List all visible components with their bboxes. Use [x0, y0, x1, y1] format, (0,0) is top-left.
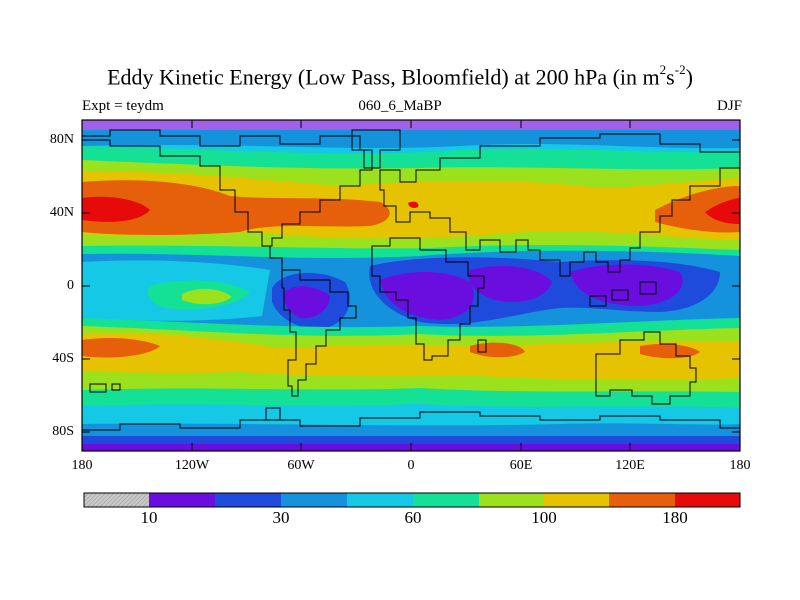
south-orange-west	[82, 338, 160, 358]
filled-contours	[82, 120, 740, 451]
lat-label-80s: 80S	[52, 424, 74, 439]
east-jet-core	[705, 198, 740, 224]
colorbar-missing-hatch	[84, 493, 149, 507]
colorbar-swatch-4	[347, 493, 413, 507]
atlantic-core	[408, 201, 419, 208]
chart-title: Eddy Kinetic Energy (Low Pass, Bloomfiel…	[107, 62, 693, 90]
coast-greenland	[351, 129, 401, 169]
south-jet-yellow	[82, 333, 740, 381]
colorbar-swatch-9	[675, 493, 740, 507]
antarctic-midblue	[82, 423, 740, 440]
pacific-jet-orange	[82, 180, 390, 235]
colorbar-swatch-8	[609, 493, 675, 507]
coast-central-america	[262, 245, 283, 270]
colorbar-swatch-7	[544, 493, 609, 507]
run-label: 060_6_MaBP	[358, 98, 442, 114]
colorbar-swatch-2	[215, 493, 281, 507]
coast-africa	[371, 237, 485, 361]
lat-label-80n: 80N	[49, 132, 74, 147]
coast-north-america	[82, 129, 373, 247]
coast-australia	[595, 331, 697, 405]
pacific-yellow-patch	[182, 288, 232, 305]
pacific-jet-core	[82, 196, 150, 222]
lon-label-60w: 60W	[287, 458, 315, 473]
east-jet-orange	[655, 186, 740, 233]
lon-label-120e: 120E	[615, 458, 645, 473]
lon-label-0: 0	[407, 458, 415, 473]
africa-purple	[380, 271, 474, 320]
colorbar-label-100: 100	[531, 508, 557, 527]
colorbar-swatch-1	[149, 493, 215, 507]
lon-label-180e: 180	[729, 458, 751, 473]
colorbar-frame	[83, 492, 741, 508]
america-purple	[284, 286, 330, 319]
coast-eurasia	[379, 133, 740, 277]
lon-label-180w: 180	[71, 458, 93, 473]
colorbar	[83, 492, 741, 508]
lon-label-120w: 120W	[174, 458, 210, 473]
coast-antarctic-peninsula	[265, 407, 281, 421]
colorbar-label-60: 60	[404, 508, 422, 527]
lat-label-0: 0	[67, 278, 74, 293]
axis-ticks	[81, 120, 741, 451]
south-orange-east	[640, 344, 700, 359]
coast-new-zealand	[89, 383, 121, 393]
coastlines	[82, 129, 740, 431]
lon-label-60e: 60E	[509, 458, 533, 473]
lat-label-40s: 40S	[52, 351, 74, 366]
coast-southeast-asia	[589, 281, 657, 307]
colorbar-label-180: 180	[662, 508, 688, 527]
season-label: DJF	[716, 98, 742, 114]
coast-antarctica	[82, 411, 740, 431]
colorbar-label-30: 30	[272, 508, 290, 527]
arctic-blue	[82, 130, 740, 149]
experiment-label: Expt = teydm	[82, 98, 164, 114]
colorbar-label-10: 10	[140, 508, 158, 527]
lat-label-40n: 40N	[49, 205, 74, 220]
coast-south-america	[281, 269, 357, 397]
colorbar-swatch-3	[281, 493, 347, 507]
coast-madagascar	[477, 339, 487, 353]
south-orange-mid	[470, 342, 525, 358]
colorbar-swatch-6	[479, 493, 544, 507]
colorbar-swatch-5	[413, 493, 479, 507]
indian-purple	[468, 266, 552, 302]
southern-cyan-band	[82, 404, 740, 430]
